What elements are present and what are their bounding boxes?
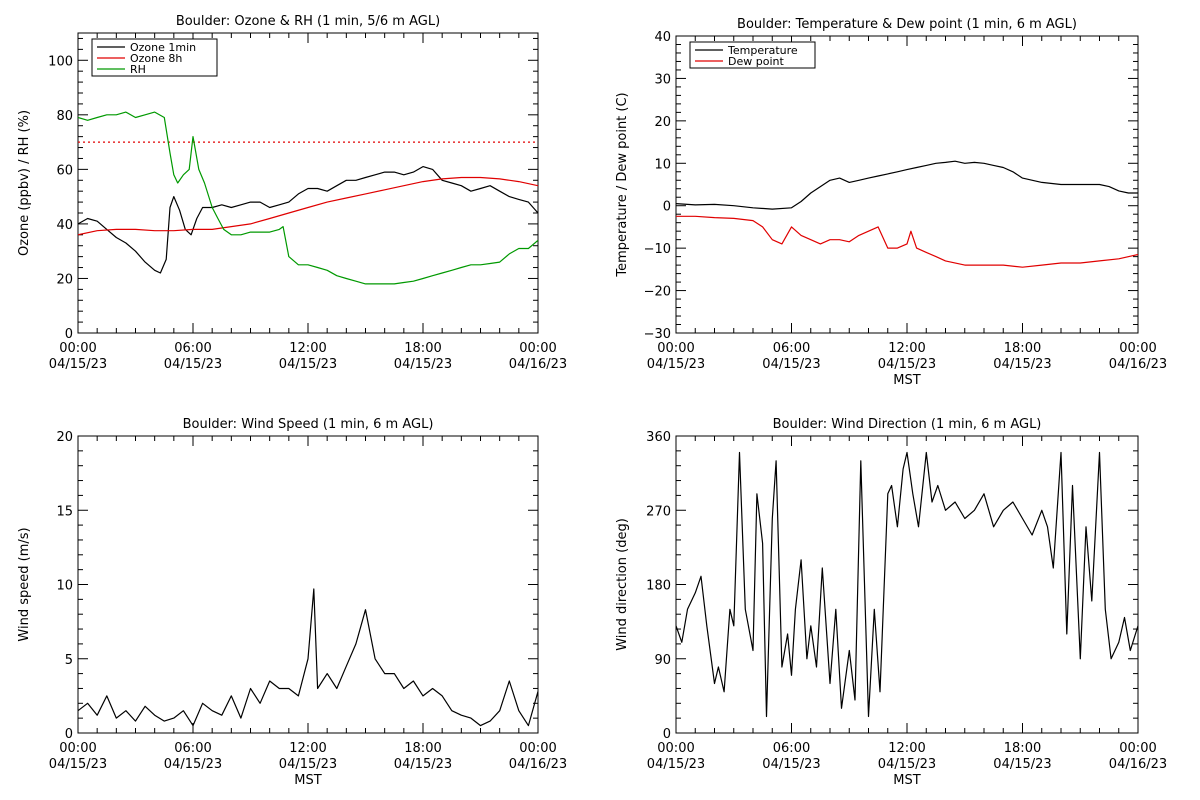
x-tick-date-label: 04/15/23 <box>993 757 1051 772</box>
y-tick-label: 360 <box>646 430 671 445</box>
x-tick-label: 12:00 <box>888 341 925 356</box>
x-tick-date-label: 04/16/23 <box>509 357 567 372</box>
y-axis-label: Ozone (ppbv) / RH (%) <box>17 110 32 256</box>
y-axis-label: Wind speed (m/s) <box>17 527 32 641</box>
x-tick-date-label: 04/15/23 <box>993 357 1051 372</box>
y-tick-label: 10 <box>56 579 73 594</box>
x-tick-label: 18:00 <box>1004 741 1041 756</box>
y-tick-label: 0 <box>663 727 671 742</box>
x-axis-label: MST <box>893 773 920 788</box>
x-tick-date-label: 04/16/23 <box>1109 357 1167 372</box>
x-tick-date-label: 04/15/23 <box>762 757 820 772</box>
y-tick-label: 20 <box>654 115 671 130</box>
y-tick-label: 20 <box>56 430 73 445</box>
series-line-temperature <box>676 160 1138 210</box>
x-tick-date-label: 04/16/23 <box>1109 757 1167 772</box>
x-tick-label: 12:00 <box>289 341 326 356</box>
chart-title: Boulder: Temperature & Dew point (1 min,… <box>737 17 1077 32</box>
x-tick-date-label: 04/15/23 <box>279 757 337 772</box>
x-tick-label: 18:00 <box>404 741 441 756</box>
x-tick-date-label: 04/15/23 <box>647 757 705 772</box>
x-tick-label: 00:00 <box>657 341 694 356</box>
series-line-rh <box>78 111 538 285</box>
y-tick-label: −10 <box>644 242 671 257</box>
chart-title: Boulder: Wind Speed (1 min, 6 m AGL) <box>183 417 434 432</box>
x-tick-date-label: 04/15/23 <box>762 357 820 372</box>
x-tick-label: 06:00 <box>174 741 211 756</box>
x-axis-label: MST <box>294 773 321 788</box>
chart-panel-wind_direction: Boulder: Wind Direction (1 min, 6 m AGL)… <box>615 417 1167 788</box>
x-tick-date-label: 04/15/23 <box>164 757 222 772</box>
series-line-dew-point <box>676 215 1138 268</box>
plot-frame <box>77 32 539 334</box>
y-tick-label: 40 <box>56 218 73 233</box>
x-tick-date-label: 04/15/23 <box>279 357 337 372</box>
chart-title: Boulder: Ozone & RH (1 min, 5/6 m AGL) <box>176 14 440 29</box>
x-tick-date-label: 04/15/23 <box>49 357 107 372</box>
x-axis-label: MST <box>893 373 920 388</box>
x-tick-label: 18:00 <box>1004 341 1041 356</box>
x-tick-label: 00:00 <box>59 741 96 756</box>
series-line-ozone-1min <box>78 166 538 274</box>
y-axis-label: Temperature / Dew point (C) <box>615 92 630 277</box>
y-tick-label: 180 <box>646 579 671 594</box>
y-tick-label: −20 <box>644 285 671 300</box>
x-tick-date-label: 04/15/23 <box>878 757 936 772</box>
chart-panel-temp_dew: Boulder: Temperature & Dew point (1 min,… <box>615 17 1167 388</box>
y-tick-label: 15 <box>56 504 73 519</box>
x-tick-date-label: 04/15/23 <box>878 357 936 372</box>
x-tick-label: 00:00 <box>1119 741 1156 756</box>
x-tick-label: 00:00 <box>519 341 556 356</box>
y-tick-label: 20 <box>56 272 73 287</box>
y-tick-label: 10 <box>654 157 671 172</box>
y-tick-label: 0 <box>663 200 671 215</box>
x-tick-label: 12:00 <box>289 741 326 756</box>
x-tick-label: 00:00 <box>1119 341 1156 356</box>
x-tick-date-label: 04/15/23 <box>164 357 222 372</box>
y-tick-label: 90 <box>654 653 671 668</box>
y-tick-label: 40 <box>654 30 671 45</box>
x-tick-date-label: 04/16/23 <box>509 757 567 772</box>
legend-label: Temperature <box>727 44 798 57</box>
x-tick-label: 18:00 <box>404 341 441 356</box>
y-tick-label: 80 <box>56 109 73 124</box>
y-tick-label: 100 <box>48 54 73 69</box>
chart-panel-wind_speed: Boulder: Wind Speed (1 min, 6 m AGL) 00:0… <box>17 417 567 788</box>
x-tick-date-label: 04/15/23 <box>394 757 452 772</box>
series-line-ozone-8h <box>78 176 538 236</box>
x-tick-label: 06:00 <box>773 741 810 756</box>
x-tick-label: 00:00 <box>519 741 556 756</box>
plot-frame <box>77 435 539 734</box>
x-tick-label: 06:00 <box>174 341 211 356</box>
y-tick-label: −30 <box>644 327 671 342</box>
legend-box <box>689 41 816 69</box>
y-tick-label: 0 <box>65 327 73 342</box>
x-tick-label: 06:00 <box>773 341 810 356</box>
x-tick-label: 00:00 <box>657 741 694 756</box>
series-line-wind-speed <box>78 588 538 727</box>
y-axis-label: Wind direction (deg) <box>615 518 630 651</box>
x-tick-date-label: 04/15/23 <box>647 357 705 372</box>
y-tick-label: 270 <box>646 504 671 519</box>
x-tick-label: 00:00 <box>59 341 96 356</box>
x-tick-date-label: 04/15/23 <box>49 757 107 772</box>
x-tick-date-label: 04/15/23 <box>394 357 452 372</box>
chart-title: Boulder: Wind Direction (1 min, 6 m AGL) <box>773 417 1042 432</box>
legend-label: RH <box>130 63 146 76</box>
chart-panel-ozone_rh: Boulder: Ozone & RH (1 min, 5/6 m AGL)00… <box>17 14 567 372</box>
y-tick-label: 30 <box>654 72 671 87</box>
series-line-wind-direction <box>676 451 1138 718</box>
legend-label: Ozone 1min <box>130 41 196 54</box>
y-tick-label: 0 <box>65 727 73 742</box>
x-tick-label: 12:00 <box>888 741 925 756</box>
legend-label: Dew point <box>728 55 784 68</box>
legend-label: Ozone 8h <box>130 52 182 65</box>
y-tick-label: 5 <box>65 653 73 668</box>
y-tick-label: 60 <box>56 163 73 178</box>
